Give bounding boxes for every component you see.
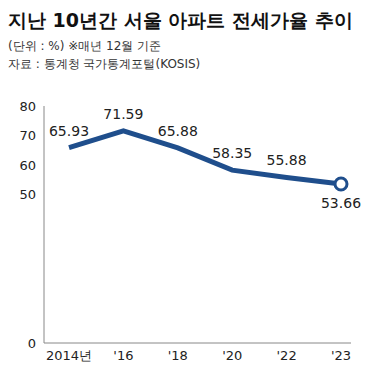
svg-text:'22: '22: [277, 348, 297, 363]
html-text:지난 10년간 서울 아파트 전세가율 추이: 지난 10년간 서울 아파트 전세가율 추이: [8, 9, 353, 31]
svg-text:65.88: 65.88: [158, 123, 198, 139]
svg-text:65.93: 65.93: [49, 123, 89, 139]
svg-text:'18: '18: [168, 348, 188, 363]
svg-text:53.66: 53.66: [321, 195, 361, 211]
svg-text:2014년: 2014년: [46, 348, 92, 363]
svg-text:58.35: 58.35: [212, 145, 252, 161]
html-text:자료 : 통계청 국가통계포털(KOSIS): 자료 : 통계청 국가통계포털(KOSIS): [8, 57, 201, 71]
html-text:(단위 : %) ※매년 12월 기준: (단위 : %) ※매년 12월 기준: [8, 39, 162, 53]
svg-text:0: 0: [28, 336, 36, 351]
svg-text:50: 50: [19, 187, 36, 202]
svg-text:55.88: 55.88: [267, 152, 307, 168]
svg-text:'16: '16: [113, 348, 133, 363]
svg-text:80: 80: [19, 99, 36, 114]
svg-text:70: 70: [19, 128, 36, 143]
svg-text:'20: '20: [222, 348, 242, 363]
svg-text:71.59: 71.59: [103, 106, 143, 122]
svg-text:60: 60: [19, 158, 36, 173]
svg-text:'23: '23: [331, 348, 351, 363]
